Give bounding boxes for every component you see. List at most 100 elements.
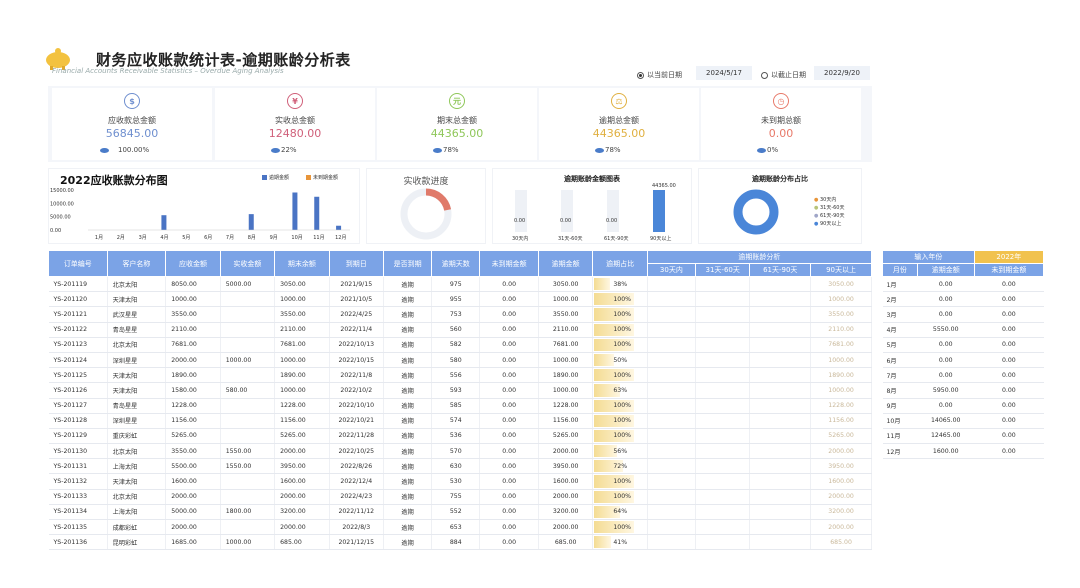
cell-overdue: 3950.00 [538, 458, 594, 475]
cell-overdue: 1600.00 [917, 443, 975, 460]
table-row[interactable]: YS-201135 成都彩虹 2000.00 2000.00 2022/8/3 逾期 653… [48, 519, 872, 536]
cell-not-due: 0.00 [974, 352, 1044, 369]
column-header[interactable]: 未到期金额 [479, 250, 539, 277]
aging-column-header[interactable]: 61天-90天 [749, 263, 812, 277]
overdue-ratio-chart-title: 逾期账龄分布占比 [752, 175, 808, 183]
column-header[interactable]: 客户名称 [106, 250, 167, 277]
table-row[interactable]: YS-201124 深圳星星 2000.00 1000.00 1000.00 2022/1… [48, 352, 872, 369]
kpi-card: ◷ 未到期总额 0.00 0% [701, 88, 861, 160]
cell-aging-empty [749, 519, 812, 536]
aging-column-header[interactable]: 90天以上 [810, 263, 872, 277]
kpi-label: 应收款总金额 [108, 116, 156, 125]
table-row[interactable]: YS-201119 北京太阳 8050.00 5000.00 3050.00 2021/9… [48, 276, 872, 293]
column-header[interactable]: 逾期占比 [592, 250, 648, 277]
cell-received [220, 428, 276, 445]
table-row[interactable]: YS-201123 北京太阳 7681.00 7681.00 2022/10/13 逾期 5… [48, 337, 872, 353]
cell-over90: 3200.00 [810, 504, 872, 521]
cell-aging-empty [749, 473, 812, 490]
cell-aging-empty [695, 519, 751, 536]
cell-aging-empty [695, 367, 751, 384]
current-date-field[interactable]: 2024/5/17 [696, 66, 752, 80]
table-row[interactable]: YS-201131 上海太阳 5500.00 1550.00 3950.00 2022/8… [48, 458, 872, 475]
cell-status: 逾期 [383, 473, 433, 490]
cell-days: 593 [431, 382, 481, 399]
table-row[interactable]: YS-201127 青岛星星 1228.00 1228.00 2022/10/10 逾期 5… [48, 398, 872, 414]
column-header[interactable]: 逾期金额 [537, 250, 594, 277]
year-input-field[interactable]: 2022年 [973, 250, 1045, 264]
cell-aging-empty [647, 306, 696, 323]
eye-icon [100, 148, 109, 153]
table-row[interactable]: YS-201132 天津太阳 1600.00 1600.00 2022/12/4 逾期 53… [48, 473, 872, 490]
distribution-chart-title: 2022应收账款分布图 [60, 174, 168, 187]
yuan-circle-icon: 元 [449, 93, 465, 109]
radio-unselected-icon[interactable] [761, 71, 768, 79]
kpi-percent: 78% [605, 146, 621, 154]
aging-column-header[interactable]: 31天-60天 [694, 263, 751, 277]
cutoff-date-field[interactable]: 2022/9/20 [814, 66, 870, 80]
cell-over90: 2000.00 [810, 443, 872, 460]
cell-received [220, 473, 276, 490]
radio-selected-icon[interactable] [637, 71, 644, 79]
column-header[interactable]: 是否到期 [382, 250, 433, 277]
table-row[interactable]: YS-201121 武汉星星 3550.00 3550.00 2022/4/25 逾期 75… [48, 306, 872, 323]
ratio-text: 56% [613, 447, 628, 455]
cell-overdue: 0.00 [917, 306, 975, 323]
column-header[interactable]: 逾期天数 [431, 250, 481, 277]
ratio-text: 100% [613, 478, 632, 486]
cell-ratio: 100% [592, 337, 648, 353]
cell-overdue: 5950.00 [917, 382, 975, 399]
table-row[interactable]: YS-201129 重庆彩虹 5265.00 5265.00 2022/11/28 逾期 5… [48, 428, 872, 445]
table-row[interactable]: YS-201134 上海太阳 5000.00 1800.00 3200.00 2022/1… [48, 504, 872, 521]
y-tick-label: 15000.00 [50, 188, 74, 194]
kpi-percent: 0% [767, 146, 779, 154]
cell-due: 2022/12/4 [329, 473, 385, 490]
radio-cutoff-date[interactable]: 以截止日期 [761, 70, 806, 80]
cell-status: 逾期 [383, 534, 433, 551]
cell-due: 2021/9/15 [329, 276, 385, 293]
ratio-fill-bar [594, 429, 635, 443]
cell-receivable: 1685.00 [165, 534, 221, 551]
table-row[interactable]: YS-201126 天津太阳 1580.00 580.00 1000.00 2022/10… [48, 382, 872, 399]
cell-overdue: 1000.00 [538, 352, 594, 369]
radio-current-date[interactable]: 以当前日期 [637, 70, 682, 80]
column-header[interactable]: 期末余额 [274, 250, 330, 277]
cell-aging-empty [695, 489, 751, 505]
x-tick-label: 90天以上 [650, 235, 671, 242]
cell-over90: 1000.00 [810, 352, 872, 369]
table-row[interactable]: YS-201133 北京太阳 2000.00 2000.00 2022/4/23 逾期 75… [48, 489, 872, 505]
cell-aging-empty [749, 291, 812, 308]
table-row[interactable]: YS-201128 深圳星星 1156.00 1156.00 2022/10/21 逾期 5… [48, 413, 872, 429]
cell-days: 560 [431, 322, 481, 338]
cell-due: 2022/10/21 [329, 413, 385, 429]
cell-balance: 1228.00 [274, 398, 330, 414]
cell-balance: 2000.00 [274, 489, 330, 505]
cell-aging-empty [695, 443, 751, 460]
cell-customer: 天津太阳 [107, 367, 167, 384]
table-row[interactable]: YS-201122 青岛星星 2110.00 2110.00 2022/11/4 逾期 56… [48, 322, 872, 338]
progress-chart-title: 实收款进度 [403, 177, 449, 187]
cell-over90: 7681.00 [810, 337, 872, 353]
column-header[interactable]: 应收金额 [165, 250, 221, 277]
cell-balance: 1000.00 [274, 382, 330, 399]
cell-ratio: 38% [592, 276, 648, 293]
cell-id: YS-201126 [48, 382, 108, 399]
side-row: 6月 0.00 0.00 [882, 352, 1044, 369]
cell-not_due: 0.00 [479, 398, 539, 414]
cell-month: 6月 [882, 352, 918, 369]
column-header[interactable]: 到期日 [328, 250, 385, 277]
table-row[interactable]: YS-201136 昆明彩虹 1685.00 1000.00 685.00 2021/12… [48, 534, 872, 551]
column-header[interactable]: 实收金额 [219, 250, 276, 277]
table-row[interactable]: YS-201125 天津太阳 1890.00 1890.00 2022/11/8 逾期 55… [48, 367, 872, 384]
cell-not-due: 0.00 [974, 306, 1044, 323]
cell-customer: 天津太阳 [107, 473, 167, 490]
aging-column-header[interactable]: 30天内 [646, 263, 696, 277]
column-header[interactable]: 订单编号 [48, 250, 108, 277]
cell-not_due: 0.00 [479, 519, 539, 536]
table-row[interactable]: YS-201130 北京太阳 3550.00 1550.00 2000.00 2022/1… [48, 443, 872, 460]
cell-days: 755 [431, 489, 481, 505]
cell-status: 逾期 [383, 352, 433, 369]
cell-received [220, 322, 276, 338]
cell-due: 2022/10/25 [329, 443, 385, 460]
side-row: 1月 0.00 0.00 [882, 276, 1044, 293]
table-row[interactable]: YS-201120 天津太阳 1000.00 1000.00 2021/10/5 逾期 95… [48, 291, 872, 308]
